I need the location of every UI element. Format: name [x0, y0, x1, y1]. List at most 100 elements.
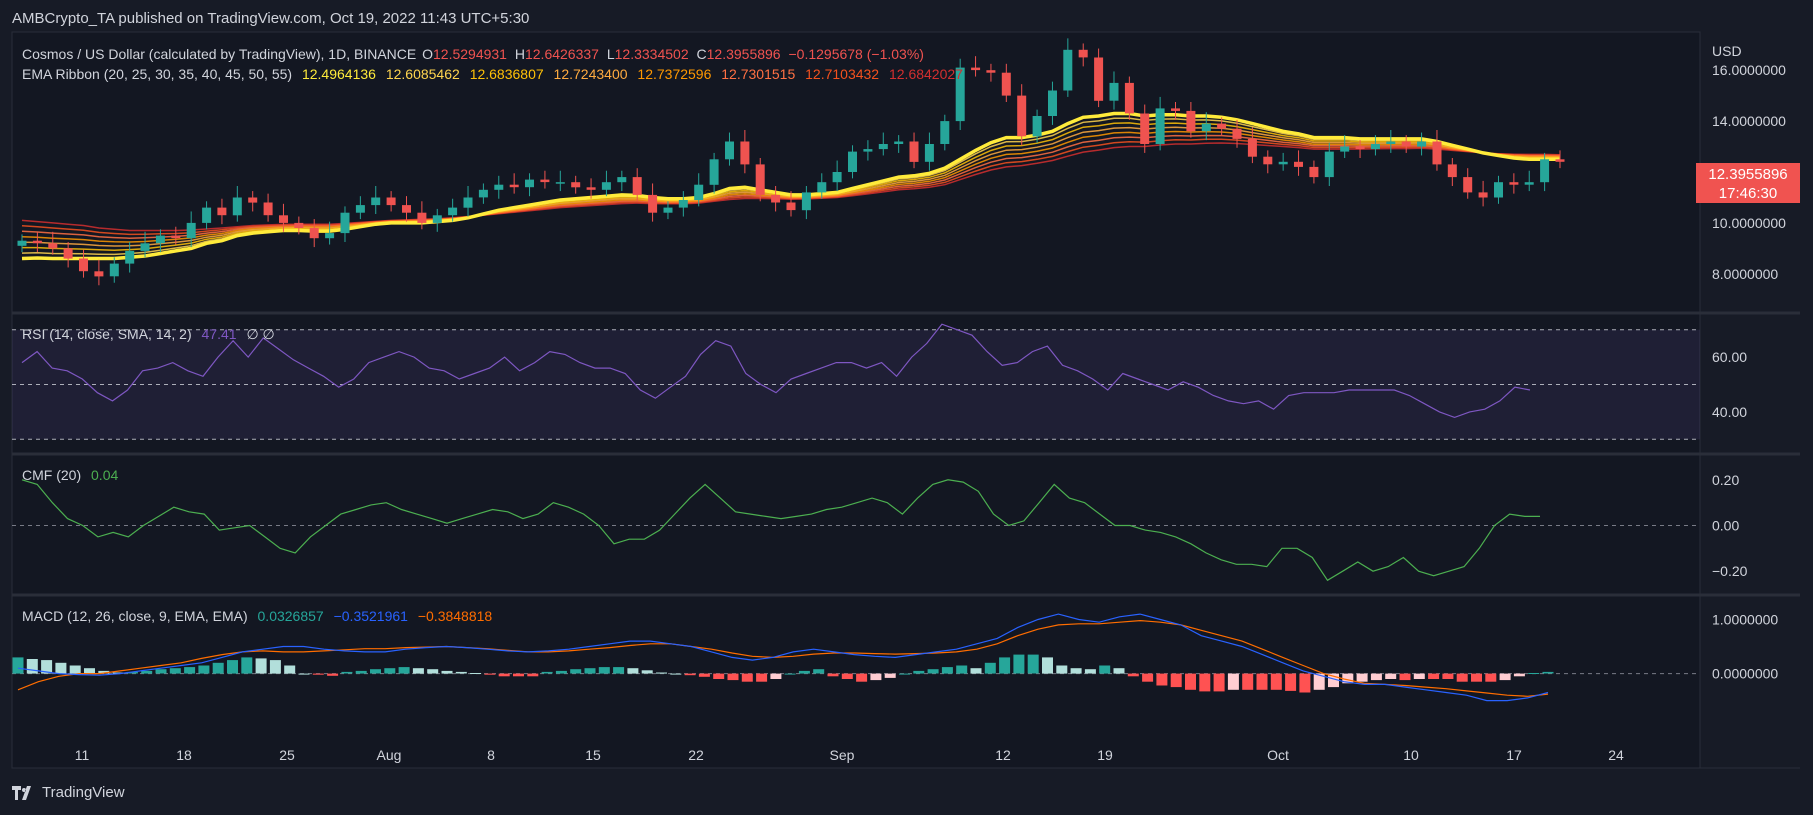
macd-hist-bar-59: [856, 673, 868, 682]
macd-hist-bar-99: [1428, 673, 1440, 679]
candle-body-16: [263, 202, 273, 216]
macd-title[interactable]: MACD (12, 26, close, 9, EMA, EMA): [22, 608, 248, 624]
price-legend: Cosmos / US Dollar (calculated by Tradin…: [22, 46, 930, 62]
x-tick-0: 11: [75, 747, 90, 763]
macd-hist-bar-56: [813, 669, 825, 674]
candle-body-32: [509, 184, 519, 188]
candle-body-83: [1294, 161, 1303, 167]
rsi-y-tick-1: 40.00: [1712, 404, 1747, 420]
macd-hist-bar-17: [255, 658, 267, 674]
candle-body-19: [309, 228, 319, 239]
ema-legend: EMA Ribbon (20, 25, 30, 35, 40, 45, 50, …: [22, 66, 969, 82]
candle-body-18: [294, 222, 304, 228]
candle-body-10: [171, 235, 181, 239]
symbol-title[interactable]: Cosmos / US Dollar (calculated by Tradin…: [22, 46, 417, 62]
macd-hist-bar-5: [84, 668, 95, 674]
cmf-legend: CMF (20) 0.04: [22, 467, 124, 483]
price-y-tick-1: 14.0000000: [1712, 113, 1786, 129]
macd-hist-bar-52: [756, 673, 768, 682]
macd-hist-bar-83: [1199, 673, 1211, 692]
bar-countdown: 17:46:30: [1718, 185, 1778, 202]
macd-hist-bar-28: [412, 668, 424, 674]
candle-body-81: [1263, 156, 1273, 165]
candle-body-88: [1370, 144, 1380, 150]
macd-hist-bar-43: [627, 668, 639, 674]
macd-hist-bar-100: [1442, 673, 1454, 679]
cmf-title[interactable]: CMF (20): [22, 467, 82, 483]
candle-body-69: [1078, 49, 1088, 58]
macd-hist-bar-16: [241, 657, 253, 674]
macd-hist-bar-27: [398, 667, 410, 674]
candle-body-20: [325, 233, 335, 239]
candle-body-72: [1124, 82, 1134, 114]
candle-body-65: [1017, 95, 1027, 137]
candle-body-79: [1232, 128, 1242, 139]
footer-brand[interactable]: TradingView: [12, 784, 125, 801]
candle-body-31: [494, 184, 504, 190]
macd-hist-bar-33: [484, 673, 496, 675]
macd-hist-bar-36: [527, 673, 539, 677]
candle-body-11: [186, 222, 196, 239]
macd-hist-bar-14: [212, 662, 224, 674]
candle-body-36: [571, 182, 581, 188]
candle-body-75: [1171, 108, 1180, 111]
candle-body-3: [63, 248, 73, 259]
candle-body-5: [94, 271, 104, 277]
price-y-tick-4: 8.0000000: [1712, 266, 1778, 282]
candle-body-60: [940, 121, 950, 144]
ema-30-value: 12.6836807: [469, 66, 544, 82]
candle-body-43: [678, 200, 688, 208]
cmf-y-tick-0: 0.20: [1712, 472, 1739, 488]
candle-body-90: [1401, 141, 1411, 147]
candle-body-68: [1063, 49, 1073, 91]
macd-hist-bar-3: [55, 662, 67, 674]
open-value: 12.5294931: [433, 46, 507, 62]
macd-hist-bar-69: [999, 657, 1011, 674]
macd-hist-bar-39: [570, 669, 582, 674]
macd-hist-bar-35: [513, 673, 524, 677]
ema-50-value: 12.7103432: [805, 66, 880, 82]
x-tick-12: 17: [1506, 747, 1522, 763]
ema-title[interactable]: EMA Ribbon (20, 25, 30, 35, 40, 45, 50, …: [22, 66, 293, 82]
x-tick-10: Oct: [1267, 747, 1289, 763]
macd-hist-bar-75: [1084, 669, 1096, 674]
macd-hist-bar-70: [1013, 654, 1025, 674]
candle-body-46: [725, 141, 734, 160]
ema-55-value: 12.6842027: [888, 66, 963, 82]
macd-line: [17, 613, 1549, 702]
candle-body-28: [448, 207, 458, 216]
macd-hist-bar-65: [941, 667, 953, 674]
macd-hist-bar-82: [1185, 673, 1196, 690]
macd-hist-bar-23: [341, 671, 353, 674]
candle-body-89: [1386, 141, 1396, 144]
macd-hist-bar-92: [1328, 673, 1339, 688]
candle-body-38: [601, 182, 611, 190]
macd-hist-bar-98: [1413, 673, 1425, 679]
close-label: C: [696, 46, 707, 62]
last-price: 12.3955896: [1708, 166, 1788, 183]
candle-body-64: [1001, 72, 1011, 96]
macd-hist-bar-4: [69, 665, 81, 674]
candle-body-67: [1048, 90, 1057, 116]
x-tick-1: 18: [176, 747, 192, 763]
candle-body-13: [217, 207, 227, 216]
macd-hist-bar-8: [126, 671, 138, 674]
candle-body-87: [1355, 146, 1365, 149]
cmf-value: 0.04: [91, 467, 119, 483]
macd-hist-bar-54: [784, 673, 796, 675]
candle-body-14: [232, 197, 242, 216]
rsi-title[interactable]: RSI (14, close, SMA, 14, 2): [22, 326, 192, 342]
macd-hist-bar-79: [1142, 673, 1154, 682]
candle-body-54: [848, 151, 857, 172]
candle-body-84: [1309, 166, 1319, 178]
ema-40-value: 12.7372596: [637, 66, 712, 82]
macd-hist-bar-29: [427, 669, 439, 674]
tradingview-logo-icon: [12, 785, 31, 800]
candle-body-93: [1447, 164, 1457, 178]
ema-45-value: 12.7301515: [721, 66, 796, 82]
candle-body-34: [540, 179, 550, 183]
candle-body-48: [755, 164, 765, 195]
candle-body-9: [155, 235, 165, 244]
candle-body-95: [1478, 192, 1488, 198]
